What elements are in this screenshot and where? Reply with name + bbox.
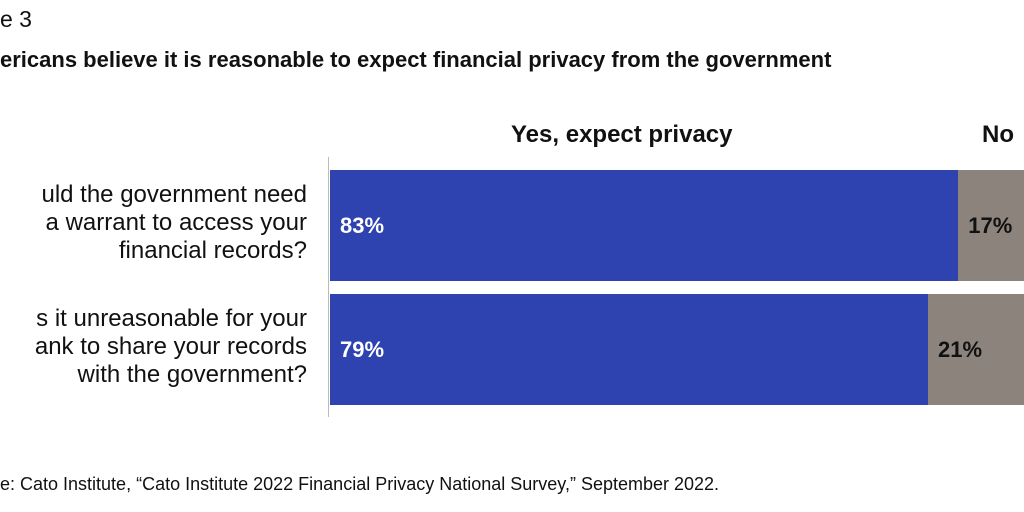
axis-line xyxy=(328,157,329,417)
data-label: 79% xyxy=(340,336,385,362)
data-label: 17% xyxy=(968,212,1013,238)
question-1-line: financial records? xyxy=(118,237,307,264)
question-2-line: s it unreasonable for your xyxy=(36,305,307,332)
question-2: s it unreasonable for your ank to share … xyxy=(35,305,307,389)
chart-title: ericans believe it is reasonable to expe… xyxy=(0,47,832,72)
question-1-line: uld the government need xyxy=(41,181,307,208)
bar-no-1: 17% xyxy=(958,170,1024,281)
data-label: 21% xyxy=(938,336,983,362)
figure-label: e 3 xyxy=(0,6,32,32)
question-2-line: ank to share your records xyxy=(34,333,307,360)
legend-yes: Yes, expect privacy xyxy=(511,121,733,148)
bar-yes-1: 83% xyxy=(330,170,959,281)
bar-no-2: 21% xyxy=(928,294,1024,405)
question-2-line: with the government? xyxy=(77,361,307,388)
question-1: uld the government need a warrant to acc… xyxy=(41,181,307,265)
source-note: e: Cato Institute, “Cato Institute 2022 … xyxy=(0,474,720,494)
data-label: 83% xyxy=(340,212,385,238)
legend-no: No xyxy=(982,121,1014,148)
bar-yes-2: 79% xyxy=(330,294,929,405)
question-1-line: a warrant to access your xyxy=(45,209,307,236)
